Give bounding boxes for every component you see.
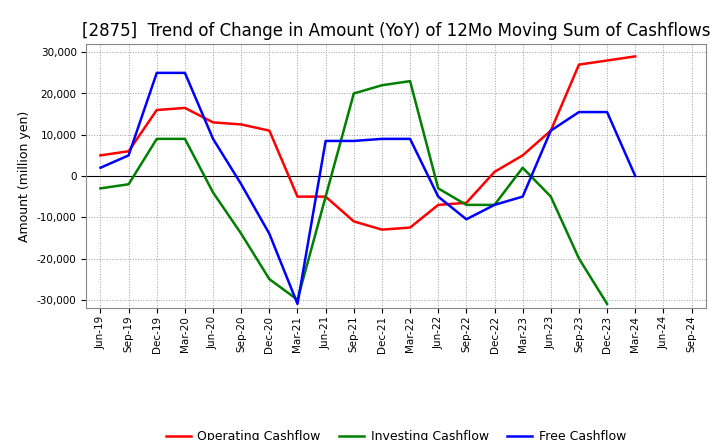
- Operating Cashflow: [546, 128, 555, 133]
- Free Cashflow: [265, 231, 274, 236]
- Investing Cashflow: [434, 186, 443, 191]
- Free Cashflow: [490, 202, 499, 208]
- Investing Cashflow: [490, 202, 499, 208]
- Free Cashflow: [462, 216, 471, 222]
- Free Cashflow: [293, 301, 302, 307]
- Free Cashflow: [377, 136, 386, 142]
- Investing Cashflow: [153, 136, 161, 142]
- Operating Cashflow: [434, 202, 443, 208]
- Investing Cashflow: [518, 165, 527, 170]
- Free Cashflow: [546, 128, 555, 133]
- Operating Cashflow: [265, 128, 274, 133]
- Investing Cashflow: [603, 301, 611, 307]
- Line: Free Cashflow: Free Cashflow: [101, 73, 635, 304]
- Operating Cashflow: [377, 227, 386, 232]
- Operating Cashflow: [321, 194, 330, 199]
- Free Cashflow: [153, 70, 161, 76]
- Investing Cashflow: [125, 182, 133, 187]
- Operating Cashflow: [293, 194, 302, 199]
- Free Cashflow: [209, 136, 217, 142]
- Operating Cashflow: [237, 122, 246, 127]
- Investing Cashflow: [96, 186, 105, 191]
- Operating Cashflow: [406, 225, 415, 230]
- Free Cashflow: [237, 182, 246, 187]
- Operating Cashflow: [490, 169, 499, 175]
- Investing Cashflow: [265, 276, 274, 282]
- Title: [2875]  Trend of Change in Amount (YoY) of 12Mo Moving Sum of Cashflows: [2875] Trend of Change in Amount (YoY) o…: [82, 22, 710, 40]
- Free Cashflow: [575, 110, 583, 115]
- Investing Cashflow: [209, 190, 217, 195]
- Operating Cashflow: [125, 149, 133, 154]
- Free Cashflow: [181, 70, 189, 76]
- Operating Cashflow: [462, 200, 471, 205]
- Investing Cashflow: [237, 231, 246, 236]
- Line: Investing Cashflow: Investing Cashflow: [101, 81, 607, 304]
- Investing Cashflow: [546, 194, 555, 199]
- Free Cashflow: [518, 194, 527, 199]
- Line: Operating Cashflow: Operating Cashflow: [101, 56, 635, 230]
- Operating Cashflow: [603, 58, 611, 63]
- Operating Cashflow: [96, 153, 105, 158]
- Investing Cashflow: [377, 83, 386, 88]
- Investing Cashflow: [321, 194, 330, 199]
- Investing Cashflow: [575, 256, 583, 261]
- Investing Cashflow: [462, 202, 471, 208]
- Investing Cashflow: [406, 78, 415, 84]
- Operating Cashflow: [209, 120, 217, 125]
- Free Cashflow: [349, 138, 358, 143]
- Free Cashflow: [603, 110, 611, 115]
- Free Cashflow: [96, 165, 105, 170]
- Operating Cashflow: [631, 54, 639, 59]
- Investing Cashflow: [293, 297, 302, 302]
- Operating Cashflow: [349, 219, 358, 224]
- Free Cashflow: [406, 136, 415, 142]
- Legend: Operating Cashflow, Investing Cashflow, Free Cashflow: Operating Cashflow, Investing Cashflow, …: [161, 425, 631, 440]
- Free Cashflow: [434, 194, 443, 199]
- Free Cashflow: [321, 138, 330, 143]
- Y-axis label: Amount (million yen): Amount (million yen): [19, 110, 32, 242]
- Investing Cashflow: [349, 91, 358, 96]
- Operating Cashflow: [518, 153, 527, 158]
- Operating Cashflow: [181, 105, 189, 110]
- Operating Cashflow: [153, 107, 161, 113]
- Free Cashflow: [125, 153, 133, 158]
- Free Cashflow: [631, 173, 639, 179]
- Investing Cashflow: [181, 136, 189, 142]
- Operating Cashflow: [575, 62, 583, 67]
